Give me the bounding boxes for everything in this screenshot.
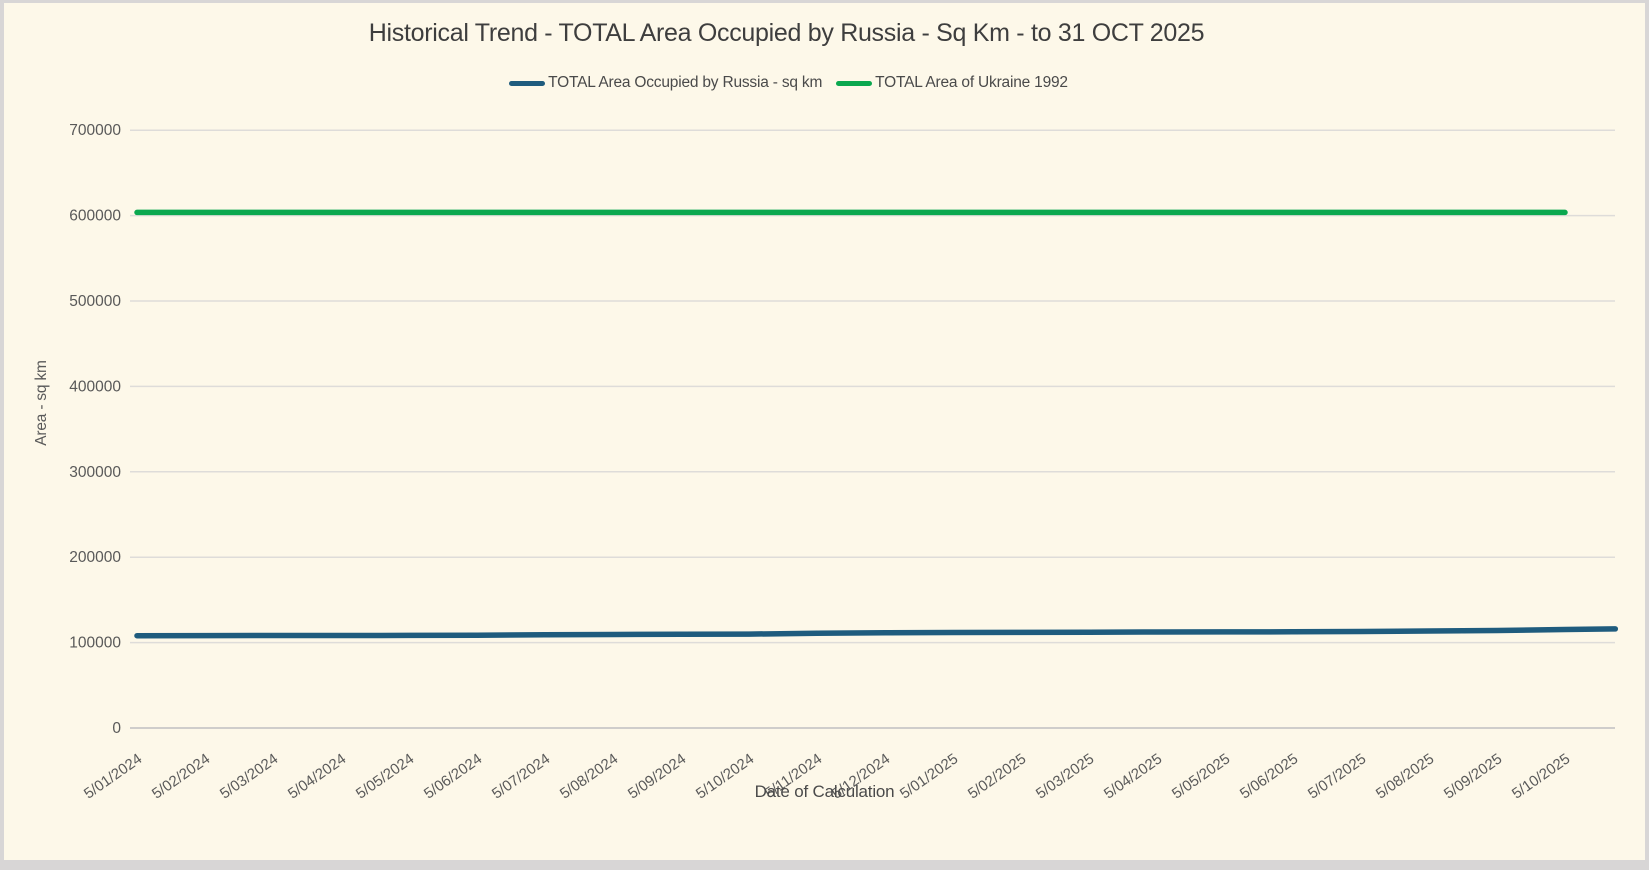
legend-label-ukraine: TOTAL Area of Ukraine 1992 [875, 74, 1068, 91]
russia-occupied-area-line [134, 626, 1619, 639]
russia-line-swatch-icon [509, 80, 546, 86]
chart-title: Historical Trend - TOTAL Area Occupied b… [368, 19, 1205, 47]
legend-item-russia[interactable]: TOTAL Area Occupied by Russia - sq km [509, 74, 822, 92]
y-axis-title: Area - sq km [33, 360, 50, 446]
y-tick-label: 0 [112, 720, 121, 737]
y-tick-label: 600000 [69, 208, 121, 225]
legend: TOTAL Area Occupied by Russia - sq km TO… [4, 74, 1645, 92]
ukraine-line-swatch-icon [836, 80, 873, 86]
y-tick-label: 700000 [69, 122, 121, 139]
legend-label-russia: TOTAL Area Occupied by Russia - sq km [548, 74, 823, 91]
y-tick-label: 300000 [69, 464, 121, 481]
y-tick-label: 100000 [69, 635, 121, 652]
y-tick-label: 400000 [69, 378, 121, 395]
y-tick-label: 500000 [69, 293, 121, 310]
legend-item-ukraine[interactable]: TOTAL Area of Ukraine 1992 [836, 74, 1068, 92]
chart-canvas: 0 100000 200000 300000 400000 500000 600000 700… [69, 122, 1619, 803]
y-tick-label: 200000 [69, 549, 121, 566]
x-axis-title: Date of Calculation [754, 782, 895, 801]
